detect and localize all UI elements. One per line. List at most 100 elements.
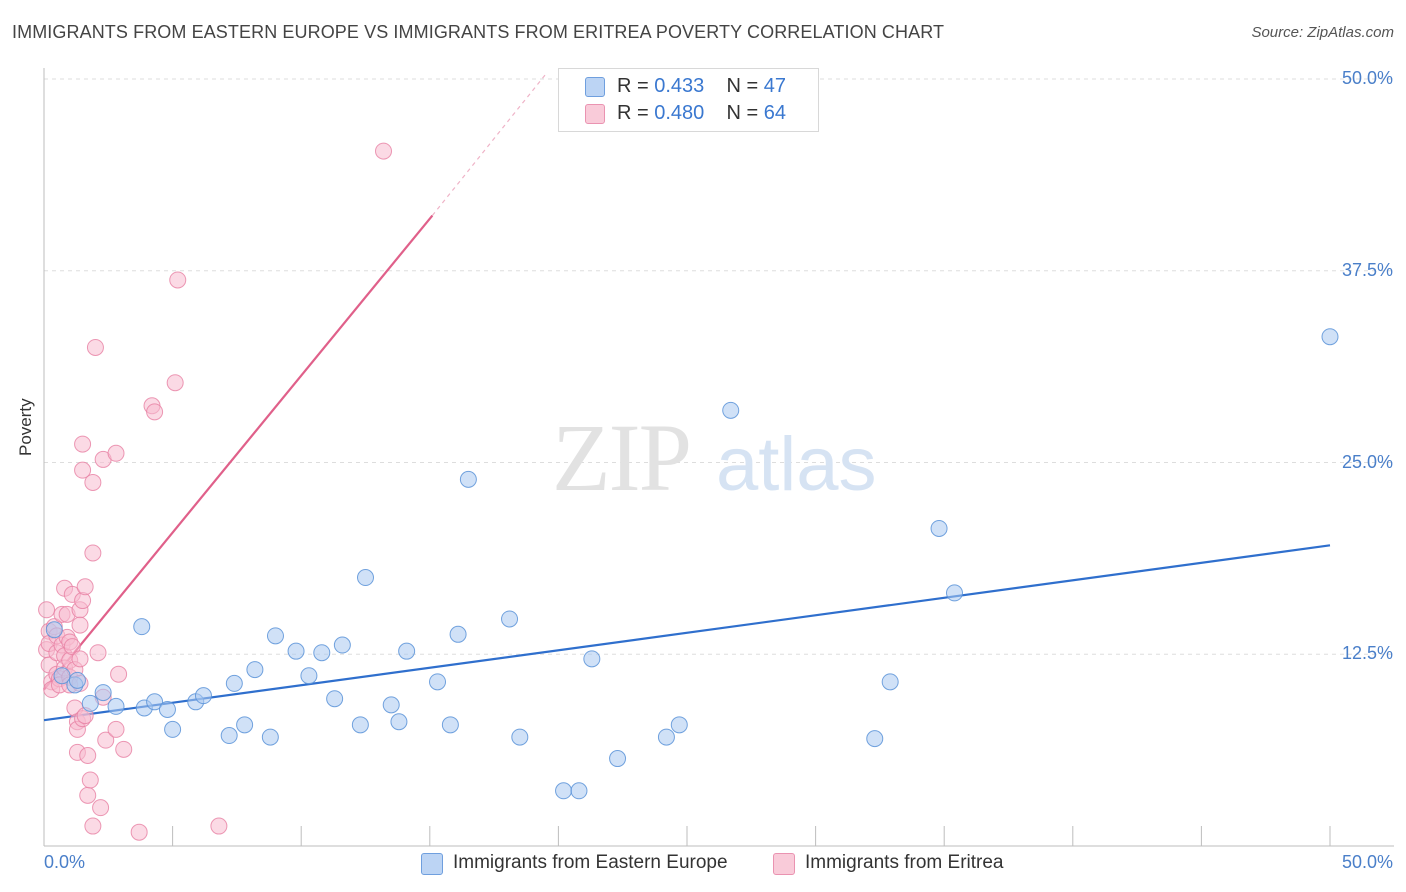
point-eritrea-43 <box>81 771 99 789</box>
point-eritrea-41 <box>79 786 97 804</box>
point-eritrea-56 <box>115 740 133 758</box>
watermark-atlas: atlas <box>716 422 877 507</box>
point-eastern-europe-17 <box>246 661 264 679</box>
point-eastern-europe-14 <box>220 727 238 745</box>
axes <box>43 68 1394 847</box>
legend-n-value-2: 64 <box>763 102 787 124</box>
point-eritrea-55 <box>110 665 128 683</box>
x-tick-max: 50.0% <box>1341 852 1393 872</box>
point-eritrea-60 <box>166 374 184 392</box>
legend-r-label-2: R = <box>617 102 655 124</box>
point-eritrea-53 <box>107 444 125 462</box>
point-eastern-europe-43 <box>866 730 884 748</box>
y-axis-label: Poverty <box>16 398 35 456</box>
legend-n-label-1: N = <box>726 75 764 97</box>
point-eastern-europe-29 <box>398 642 416 660</box>
point-eastern-europe-33 <box>459 470 477 488</box>
point-eastern-europe-13 <box>194 687 212 705</box>
point-eritrea-54 <box>107 720 125 738</box>
point-eastern-europe-44 <box>881 673 899 691</box>
point-eastern-europe-27 <box>382 696 400 714</box>
legend-swatch-blue <box>585 77 605 97</box>
point-eastern-europe-19 <box>266 627 284 645</box>
legend-r-label-1: R = <box>617 75 655 97</box>
point-eritrea-33 <box>71 650 89 668</box>
point-eastern-europe-35 <box>511 728 529 746</box>
legend-n-label-2: N = <box>726 102 764 124</box>
point-eastern-europe-9 <box>146 693 164 711</box>
point-eastern-europe-39 <box>609 750 627 768</box>
point-eritrea-42 <box>79 746 97 764</box>
point-eritrea-38 <box>74 592 92 610</box>
point-eritrea-62 <box>210 817 228 835</box>
watermark: ZIP atlas <box>552 404 877 511</box>
point-eritrea-59 <box>146 403 164 421</box>
y-tick-label-2: 37.5% <box>1341 259 1393 280</box>
legend-r-value-2: 0.480 <box>654 102 705 124</box>
point-eritrea-39 <box>76 578 94 596</box>
point-eastern-europe-5 <box>81 694 99 712</box>
point-eritrea-25 <box>63 638 81 656</box>
x-tick-min: 0.0% <box>44 852 86 872</box>
correlation-legend: R = 0.433 N = 47 R = 0.480 N = 64 <box>558 68 819 132</box>
point-eritrea-36 <box>74 435 92 453</box>
watermark-zip: ZIP <box>552 404 690 511</box>
point-eastern-europe-45 <box>930 519 948 537</box>
bottom-legend-swatch-blue <box>421 853 443 875</box>
y-tick-label-1: 25.0% <box>1341 451 1393 472</box>
point-eastern-europe-41 <box>670 716 688 734</box>
point-eastern-europe-30 <box>429 673 447 691</box>
point-eastern-europe-23 <box>326 690 344 708</box>
point-eastern-europe-0 <box>45 621 63 639</box>
point-eastern-europe-40 <box>657 728 675 746</box>
trend-lines <box>43 74 1331 722</box>
point-eastern-europe-25 <box>351 716 369 734</box>
gridlines <box>44 78 1394 655</box>
point-eastern-europe-7 <box>133 618 151 636</box>
y-tick-label-0: 12.5% <box>1341 643 1393 664</box>
point-eastern-europe-38 <box>583 650 601 668</box>
point-eritrea-57 <box>130 823 148 841</box>
point-eritrea-63 <box>375 142 393 160</box>
eastern-europe-points <box>45 328 1339 800</box>
point-eastern-europe-1 <box>53 667 71 685</box>
point-eastern-europe-22 <box>313 644 331 662</box>
y-tick-label-3: 50.0% <box>1341 68 1393 88</box>
point-eritrea-44 <box>84 817 102 835</box>
trend-line-eastern-europe <box>43 544 1331 722</box>
point-eastern-europe-4 <box>94 684 112 702</box>
point-eastern-europe-16 <box>236 716 254 734</box>
point-eastern-europe-36 <box>555 782 573 800</box>
point-eritrea-49 <box>92 799 110 817</box>
point-eritrea-46 <box>84 473 102 491</box>
point-eritrea-48 <box>89 644 107 662</box>
point-eastern-europe-26 <box>357 569 374 587</box>
trend-line-eritrea-extension <box>431 74 547 216</box>
point-eastern-europe-3 <box>68 671 86 689</box>
chart-title: IMMIGRANTS FROM EASTERN EUROPE VS IMMIGR… <box>12 22 945 42</box>
point-eastern-europe-24 <box>333 636 351 654</box>
point-eastern-europe-18 <box>261 728 279 746</box>
bottom-legend-label-2: Immigrants from Eritrea <box>805 852 1004 873</box>
point-eastern-europe-6 <box>107 697 125 715</box>
legend-swatch-pink <box>585 104 605 124</box>
point-eritrea-45 <box>84 544 102 562</box>
point-eritrea-32 <box>71 616 89 634</box>
legend-n-value-1: 47 <box>763 75 787 97</box>
point-eastern-europe-11 <box>164 720 182 738</box>
trend-line-eritrea <box>43 214 434 691</box>
point-eritrea-47 <box>86 338 104 356</box>
point-eritrea-37 <box>74 461 92 479</box>
point-eritrea-61 <box>169 271 187 289</box>
point-eastern-europe-28 <box>390 713 408 731</box>
point-eastern-europe-37 <box>570 782 588 800</box>
point-eastern-europe-42 <box>722 401 740 419</box>
point-eastern-europe-20 <box>287 642 305 660</box>
legend-r-value-1: 0.433 <box>654 75 705 97</box>
point-eastern-europe-31 <box>441 716 459 734</box>
point-eastern-europe-21 <box>300 667 318 685</box>
source-label: Source: ZipAtlas.com <box>1251 24 1394 41</box>
eritrea-points <box>38 142 393 841</box>
point-eritrea-0 <box>38 601 56 619</box>
